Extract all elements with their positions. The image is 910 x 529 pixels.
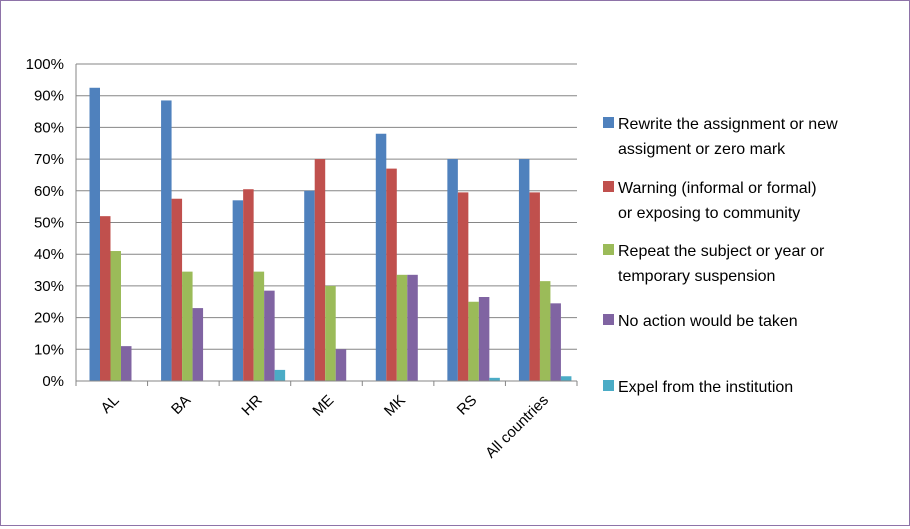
bar — [489, 377, 500, 381]
y-tick-label: 30% — [34, 278, 64, 295]
x-tick-label: MK — [381, 392, 409, 420]
legend-label: Repeat the subject or year or — [618, 243, 825, 260]
gridlines — [76, 63, 577, 350]
legend-item: Repeat the subject or year or temporary s… — [603, 243, 825, 285]
bar — [192, 308, 204, 381]
bar — [325, 285, 336, 381]
legend: Rewrite the assignment or new assigment o… — [603, 116, 838, 396]
legend-label: temporary suspension — [618, 268, 775, 285]
legend-label: No action would be taken — [618, 313, 798, 330]
y-tick-label: 0% — [42, 373, 64, 390]
legend-item: Rewrite the assignment or new assigment o… — [603, 116, 838, 158]
y-tick-label: 40% — [34, 246, 64, 263]
x-tick-label: ME — [309, 392, 337, 420]
bar — [89, 87, 100, 382]
bar — [335, 349, 347, 381]
bar — [304, 190, 315, 381]
bar — [100, 216, 111, 381]
bar — [386, 168, 397, 381]
y-tick-label: 80% — [34, 119, 64, 136]
y-tick-label: 50% — [34, 215, 64, 232]
legend-label: Expel from the institution — [618, 379, 793, 396]
bar — [468, 301, 479, 381]
bar — [121, 346, 132, 381]
axes — [75, 64, 578, 386]
bar — [314, 159, 326, 381]
bar — [407, 274, 418, 381]
x-axis-tick-labels: AL BA HR ME MK RS All countries — [98, 392, 552, 462]
y-tick-label: 20% — [34, 310, 64, 327]
legend-item: Expel from the institution — [603, 379, 793, 396]
legend-swatch — [603, 117, 614, 128]
x-tick-label: All countries — [482, 392, 552, 462]
legend-label: Rewrite the assignment or new — [618, 116, 838, 133]
bars — [89, 87, 572, 382]
legend-label: assigment or zero mark — [618, 141, 786, 158]
x-tick-label: RS — [454, 392, 481, 419]
bar — [274, 369, 286, 381]
bar — [529, 192, 540, 381]
bar — [550, 303, 561, 381]
bar — [560, 376, 572, 381]
x-tick-label: HR — [238, 392, 265, 419]
bar — [110, 251, 121, 381]
x-tick-label: BA — [168, 392, 194, 418]
bar — [518, 159, 530, 381]
legend-swatch — [603, 314, 614, 325]
bar — [539, 281, 551, 381]
bar — [478, 297, 490, 381]
legend-label: or exposing to community — [618, 205, 800, 222]
y-tick-label: 60% — [34, 183, 64, 200]
y-tick-label: 90% — [34, 88, 64, 105]
y-tick-label: 100% — [26, 56, 64, 73]
legend-item: Warning (informal or formal) or exposing … — [603, 180, 817, 222]
bar — [232, 200, 244, 381]
bar — [375, 133, 387, 381]
bar — [457, 192, 469, 381]
y-tick-label: 10% — [34, 341, 64, 358]
bar — [182, 271, 193, 381]
x-tick-label: AL — [98, 392, 123, 417]
y-tick-label: 70% — [34, 151, 64, 168]
bar — [161, 100, 172, 381]
bar — [243, 189, 254, 381]
legend-item: No action would be taken — [603, 313, 798, 330]
legend-swatch — [603, 380, 614, 391]
bar — [253, 271, 265, 381]
bar — [447, 159, 458, 381]
y-axis-tick-labels: 0% 10% 20% 30% 40% 50% 60% 70% 80% 90% 100% — [26, 56, 64, 390]
bar — [264, 290, 275, 381]
legend-swatch — [603, 181, 614, 192]
legend-swatch — [603, 244, 614, 255]
bar — [396, 274, 408, 381]
bar — [171, 198, 183, 381]
legend-label: Warning (informal or formal) — [618, 180, 817, 197]
